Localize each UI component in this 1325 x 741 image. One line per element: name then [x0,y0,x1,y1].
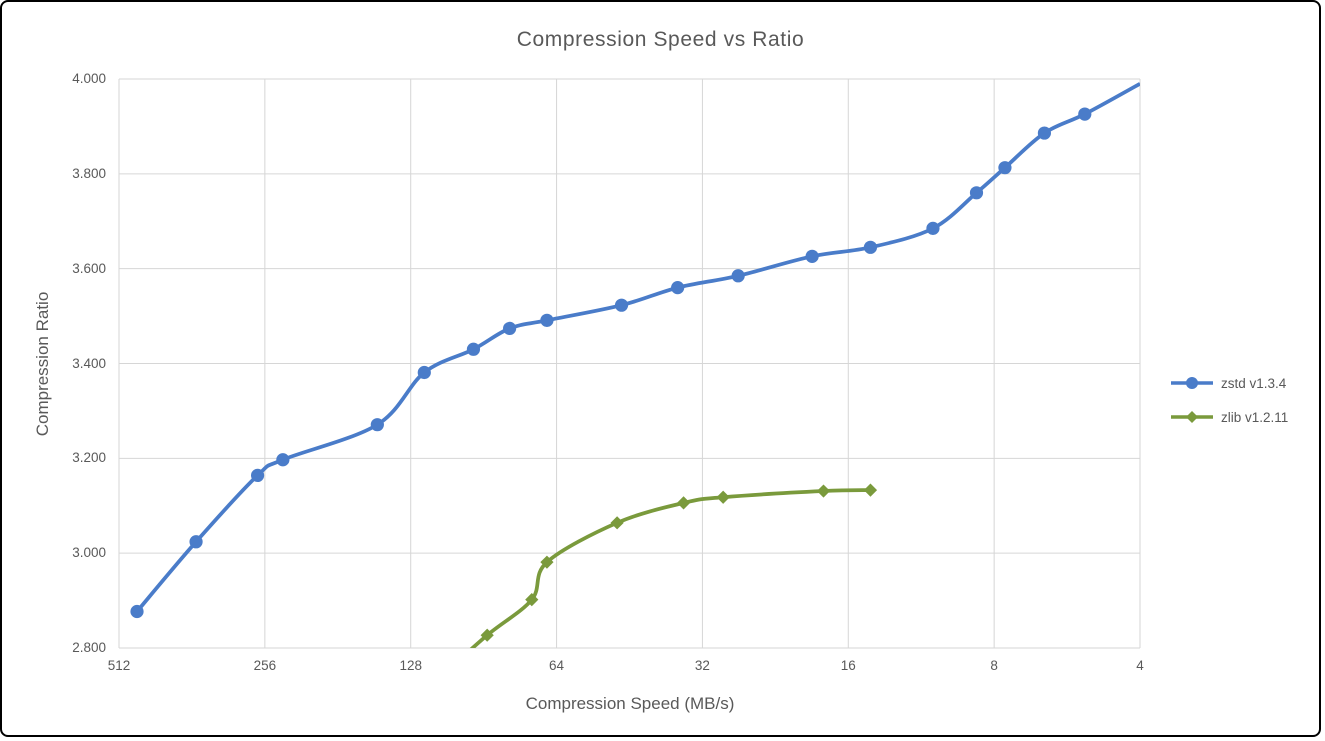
data-point-zstd-v1-3-4 [370,418,384,432]
x-tick-label: 512 [107,658,131,673]
data-point-zstd-v1-3-4 [614,298,629,312]
data-point-zlib-v1-2-11 [716,490,730,504]
data-point-zstd-v1-3-4 [466,342,481,356]
data-point-zlib-v1-2-11 [525,593,539,607]
data-point-zstd-v1-3-4 [276,453,290,467]
data-point-zstd-v1-3-4 [998,161,1012,175]
data-point-zstd-v1-3-4 [540,313,554,327]
data-point-zstd-v1-3-4 [863,240,878,254]
data-point-zstd-v1-3-4 [969,186,984,200]
zstd-line-circle-swatch [1171,377,1213,389]
legend: zstd v1.3.4 zlib v1.2.11 [1170,366,1288,434]
data-point-zstd-v1-3-4 [1037,126,1052,140]
data-point-zlib-v1-2-11 [540,555,554,569]
x-tick-label: 8 [990,658,998,673]
data-point-zstd-v1-3-4 [417,365,431,380]
zlib-line-diamond-swatch [1171,411,1213,423]
data-point-zstd-v1-3-4 [130,604,144,619]
x-tick-label: 16 [840,658,856,673]
data-point-zstd-v1-3-4 [671,281,685,295]
data-point-zstd-v1-3-4 [503,321,517,336]
data-point-zstd-v1-3-4 [731,269,745,283]
x-tick-label: 32 [694,658,710,673]
chart-title: Compression Speed vs Ratio [516,28,805,51]
y-tick-label: 2.800 [72,640,106,655]
series-line-zlib-v1-2-11 [469,488,871,648]
data-point-zstd-v1-3-4 [926,221,940,235]
data-point-zstd-v1-3-4 [189,535,203,549]
x-tick-label: 128 [399,658,422,673]
series-line-zstd-v1-3-4 [135,82,1140,613]
x-tick-label: 64 [549,658,565,673]
y-tick-label: 3.600 [72,260,106,276]
x-tick-label: 4 [1136,658,1144,673]
data-point-zlib-v1-2-11 [863,483,878,497]
data-point-zlib-v1-2-11 [610,516,624,530]
data-point-zlib-v1-2-11 [480,628,494,642]
legend-label-zstd: zstd v1.3.4 [1221,375,1287,391]
y-tick-label: 4.000 [72,71,106,86]
y-tick-label: 3.800 [72,165,106,181]
x-tick-label: 256 [253,658,277,673]
legend-item-zlib: zlib v1.2.11 [1170,400,1288,434]
data-point-zstd-v1-3-4 [805,249,819,263]
x-axis-title: Compression Speed (MB/s) [525,694,735,713]
y-axis-title: Compression Ratio [33,291,52,437]
data-point-zlib-v1-2-11 [676,496,691,510]
data-point-zstd-v1-3-4 [250,468,265,483]
legend-item-zstd: zstd v1.3.4 [1170,366,1288,400]
data-point-zlib-v1-2-11 [816,484,831,498]
y-tick-label: 3.400 [72,355,106,371]
y-tick-label: 3.200 [72,450,106,466]
legend-label-zlib: zlib v1.2.11 [1221,409,1289,425]
data-point-zstd-v1-3-4 [1078,107,1092,121]
y-tick-label: 3.000 [72,545,106,561]
